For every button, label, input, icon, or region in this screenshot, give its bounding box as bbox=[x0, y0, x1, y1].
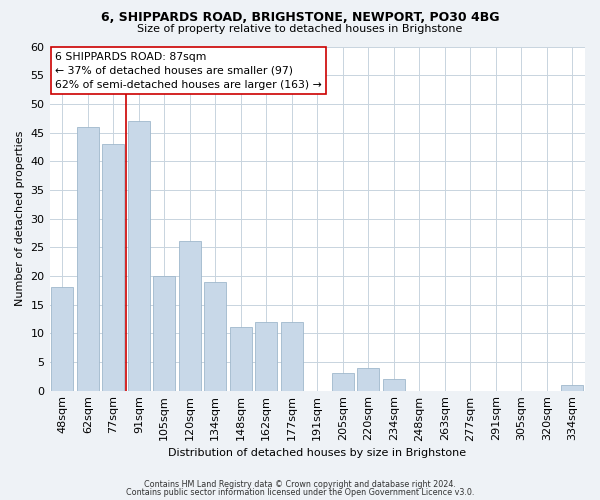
X-axis label: Distribution of detached houses by size in Brighstone: Distribution of detached houses by size … bbox=[168, 448, 466, 458]
Bar bbox=[562, 385, 583, 390]
Bar bbox=[358, 368, 379, 390]
Bar bbox=[179, 242, 200, 390]
Bar bbox=[52, 288, 73, 391]
Text: Size of property relative to detached houses in Brighstone: Size of property relative to detached ho… bbox=[137, 24, 463, 34]
Bar bbox=[256, 322, 277, 390]
Text: Contains HM Land Registry data © Crown copyright and database right 2024.: Contains HM Land Registry data © Crown c… bbox=[144, 480, 456, 489]
Bar bbox=[383, 379, 404, 390]
Text: Contains public sector information licensed under the Open Government Licence v3: Contains public sector information licen… bbox=[126, 488, 474, 497]
Bar bbox=[128, 121, 149, 390]
Bar bbox=[205, 282, 226, 391]
Bar bbox=[332, 374, 353, 390]
Bar bbox=[103, 144, 124, 390]
Bar bbox=[281, 322, 302, 390]
Text: 6, SHIPPARDS ROAD, BRIGHSTONE, NEWPORT, PO30 4BG: 6, SHIPPARDS ROAD, BRIGHSTONE, NEWPORT, … bbox=[101, 11, 499, 24]
Bar bbox=[154, 276, 175, 390]
Bar bbox=[230, 328, 251, 390]
Y-axis label: Number of detached properties: Number of detached properties bbox=[15, 131, 25, 306]
Bar bbox=[77, 127, 98, 390]
Text: 6 SHIPPARDS ROAD: 87sqm
← 37% of detached houses are smaller (97)
62% of semi-de: 6 SHIPPARDS ROAD: 87sqm ← 37% of detache… bbox=[55, 52, 322, 90]
